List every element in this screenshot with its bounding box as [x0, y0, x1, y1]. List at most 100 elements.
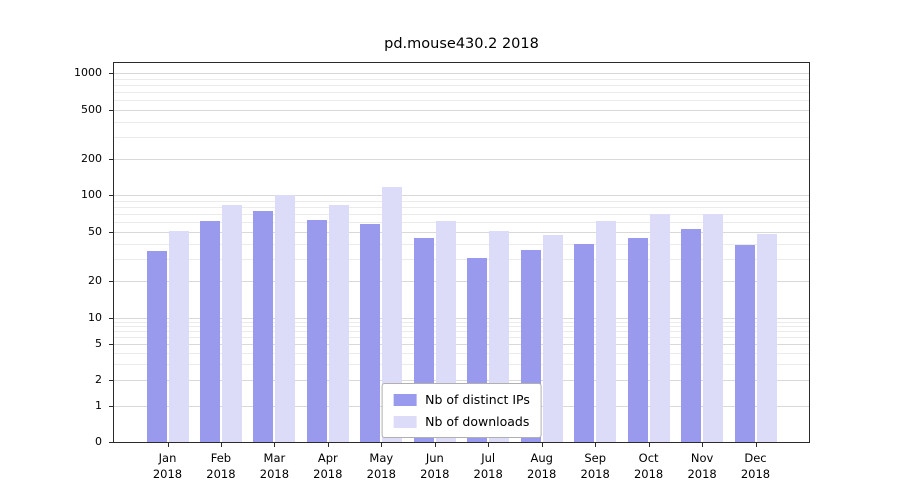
y-tick-mark [109, 158, 113, 160]
y-tick-mark [109, 344, 113, 346]
y-tick-mark [109, 442, 113, 443]
bar-distinct-ips [574, 244, 595, 442]
x-tick-mark [595, 443, 597, 447]
gridline [114, 214, 809, 216]
bar-downloads [382, 186, 403, 442]
gridline [114, 379, 809, 381]
gridline [114, 321, 809, 323]
y-tick-mark [109, 195, 113, 197]
gridline [114, 207, 809, 209]
x-tick-label: Nov 2018 [670, 450, 734, 482]
legend-swatch-distinct-ips [393, 393, 417, 406]
plot-area: Nb of distinct IPs Nb of downloads [113, 62, 810, 443]
bar-downloads [596, 220, 617, 442]
bar-downloads [703, 214, 724, 442]
y-tick-label: 0 [95, 435, 102, 448]
x-tick-label-year: 2018 [633, 467, 664, 481]
y-tick-label: 5 [95, 337, 102, 351]
legend-swatch-downloads [393, 415, 417, 428]
bar-distinct-ips [734, 245, 755, 442]
legend-label-distinct-ips: Nb of distinct IPs [425, 392, 530, 407]
y-tick-mark [109, 317, 113, 319]
y-tick-label: 1000 [74, 65, 102, 79]
x-tick-mark [755, 443, 757, 447]
x-tick-label-year: 2018 [206, 467, 236, 481]
gridline [114, 195, 809, 197]
x-tick-label: Jul 2018 [456, 450, 520, 482]
gridline [114, 100, 809, 102]
x-tick-label-year: 2018 [259, 467, 290, 481]
gridline [114, 280, 809, 282]
legend-label-downloads: Nb of downloads [425, 414, 530, 429]
bar-distinct-ips [360, 224, 381, 442]
x-tick-label-month: Nov [690, 451, 714, 465]
x-tick-mark [327, 443, 329, 447]
bar-distinct-ips [627, 237, 648, 442]
chart-title: pd.mouse430.2 2018 [384, 36, 539, 52]
x-tick-mark [541, 443, 543, 447]
gridline [114, 317, 809, 319]
gridline [114, 326, 809, 328]
y-tick-label: 1 [95, 399, 102, 413]
legend: Nb of distinct IPs Nb of downloads [381, 383, 542, 438]
x-tick-mark [167, 443, 169, 447]
gridline [114, 109, 809, 111]
bar-distinct-ips [681, 229, 702, 442]
x-tick-label-year: 2018 [420, 467, 450, 481]
gridline [114, 244, 809, 245]
x-tick-label-month: Mar [263, 451, 286, 465]
x-tick-label-month: Oct [638, 451, 659, 465]
y-tick-mark [109, 72, 113, 74]
x-tick-mark [648, 443, 650, 447]
x-tick-label-month: Jan [158, 451, 177, 465]
x-tick-mark [274, 443, 276, 447]
gridline [114, 331, 809, 333]
legend-item-downloads: Nb of downloads [393, 414, 530, 429]
gridline [114, 136, 809, 138]
x-tick-label: Aug 2018 [510, 450, 574, 482]
x-tick-label: Jan 2018 [136, 450, 200, 482]
y-tick-label: 20 [88, 273, 102, 287]
bar-downloads [756, 234, 777, 442]
x-tick-label: Feb 2018 [189, 450, 253, 482]
x-tick-label: Dec 2018 [724, 450, 788, 482]
bar-distinct-ips [253, 211, 274, 442]
y-tick-mark [109, 109, 113, 111]
legend-item-distinct-ips: Nb of distinct IPs [393, 392, 530, 407]
x-tick-mark [702, 443, 704, 447]
bar-downloads [542, 235, 563, 442]
x-tick-label: Apr 2018 [296, 450, 360, 482]
x-tick-mark [381, 443, 383, 447]
y-tick-mark [109, 406, 113, 408]
x-tick-label-year: 2018 [313, 467, 343, 481]
gridline [114, 352, 809, 354]
x-tick-mark [434, 443, 436, 447]
bar-distinct-ips [306, 219, 327, 442]
x-tick-label-month: Jun [425, 451, 444, 465]
bar-downloads [649, 214, 670, 442]
bar-downloads [328, 204, 349, 442]
x-tick-label: Oct 2018 [617, 450, 681, 482]
x-tick-label-year: 2018 [473, 467, 503, 481]
x-tick-label-month: Feb [210, 451, 232, 465]
y-tick-label: 2 [95, 372, 102, 386]
gridline [114, 222, 809, 224]
x-tick-label-month: Apr [317, 451, 338, 465]
gridline [114, 158, 809, 160]
gridline [114, 78, 809, 80]
y-tick-mark [109, 280, 113, 282]
bar-downloads [168, 231, 189, 442]
bar-distinct-ips [146, 251, 167, 442]
bar-downloads [275, 194, 296, 442]
gridline [114, 259, 809, 261]
gridline [114, 121, 809, 123]
x-tick-label: Sep 2018 [563, 450, 627, 482]
y-tick-label: 10 [88, 310, 102, 324]
gridline [114, 91, 809, 93]
gridline [114, 232, 809, 234]
bar-distinct-ips [199, 220, 220, 442]
y-tick-label: 200 [81, 151, 102, 165]
y-tick-label: 100 [81, 188, 102, 202]
x-tick-label-month: Aug [530, 451, 553, 465]
